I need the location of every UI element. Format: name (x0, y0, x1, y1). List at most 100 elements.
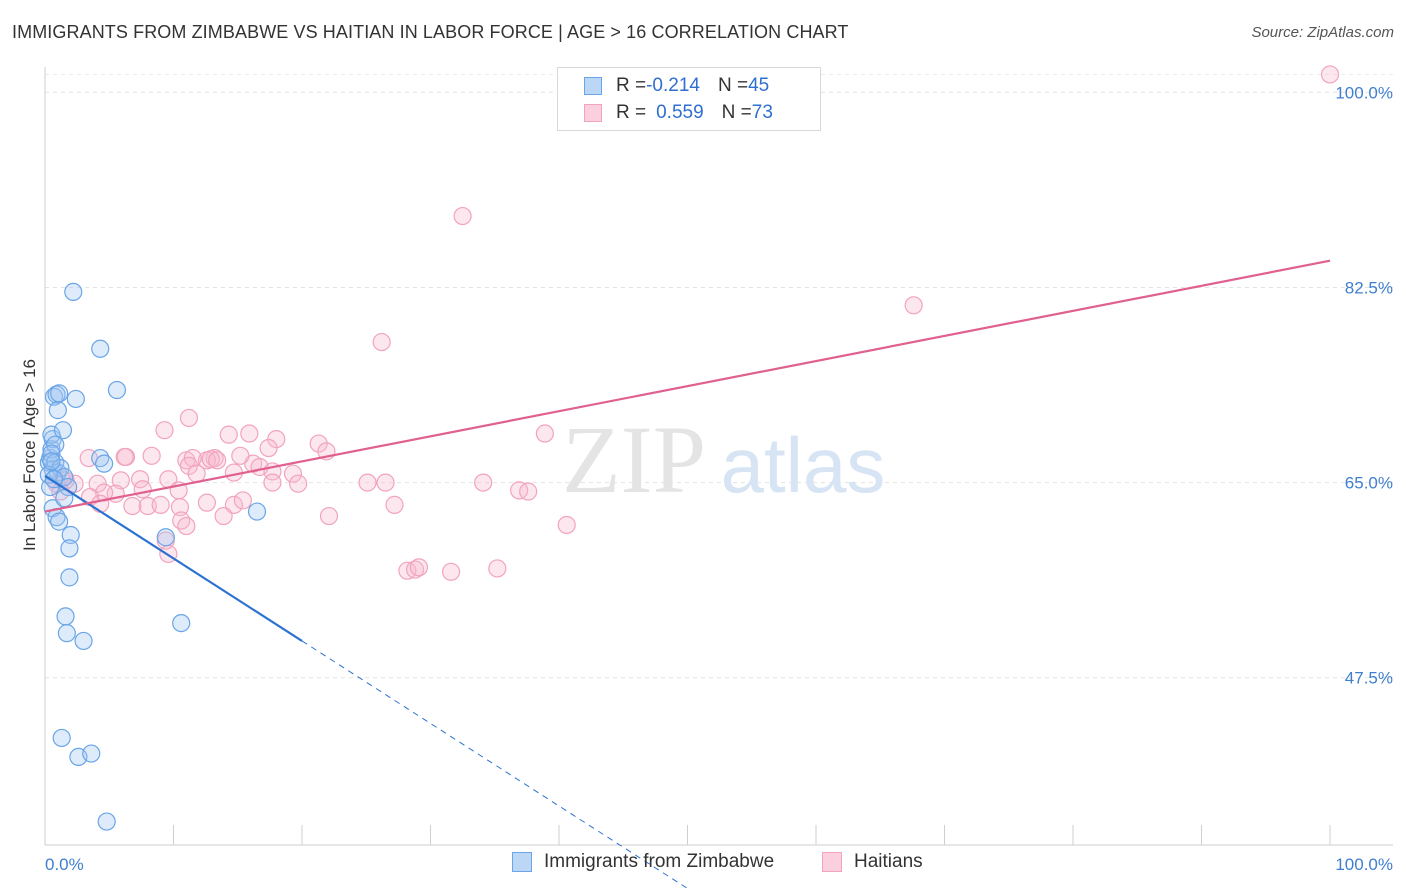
zimbabwe-point (42, 444, 61, 463)
haitian-point (904, 296, 923, 315)
legend-n-label: N = (717, 75, 749, 96)
zimbabwe-point (53, 421, 73, 440)
zimbabwe-point (97, 812, 116, 831)
zimbabwe-points (39, 282, 267, 831)
y-tick-label: 82.5% (1345, 278, 1393, 297)
y-tick-label: 100.0% (1335, 83, 1393, 102)
haitian-point (474, 473, 493, 492)
legend-r-label: R = (616, 75, 647, 96)
haitian-point (123, 496, 142, 516)
haitian-point (91, 494, 110, 513)
zimbabwe-point (95, 454, 114, 473)
haitian-point (115, 447, 134, 467)
zimbabwe-point (42, 452, 61, 471)
haitian-point (409, 558, 429, 577)
haitian-point (441, 562, 461, 581)
zimbabwe-point (66, 389, 85, 409)
haitian-point (219, 425, 238, 444)
haitian-point (557, 515, 576, 535)
bottom-legend-swatch-pink (822, 852, 842, 872)
x-tick-label-min: 0.0% (45, 855, 84, 874)
zimbabwe-point (64, 282, 83, 302)
haitian-point (240, 424, 259, 443)
zimbabwe-point (74, 631, 93, 651)
haitian-point (179, 456, 199, 475)
zimbabwe-point (156, 528, 175, 547)
zimbabwe-point (56, 607, 75, 626)
haitian-point (376, 473, 395, 492)
legend-row-zimbabwe: R = -0.214 N = 45 (584, 73, 769, 99)
legend-n-value: 73 (751, 102, 773, 123)
haitian-point (283, 464, 303, 483)
y-tick-label: 47.5% (1345, 669, 1393, 688)
haitian-point (535, 424, 554, 443)
legend-n-label: N = (721, 102, 752, 123)
haitian-point (259, 438, 278, 458)
haitian-point (231, 446, 250, 465)
haitian-point (224, 495, 243, 514)
zimbabwe-point (50, 384, 69, 403)
legend-r-value: 0.559 (656, 102, 704, 123)
y-axis-label: In Labor Force | Age > 16 (20, 359, 39, 551)
zimbabwe-point (91, 339, 110, 358)
watermark-atlas: atlas (721, 421, 886, 509)
trend-lines (44, 259, 1331, 889)
zimbabwe-point (50, 512, 69, 531)
zimbabwe-point (57, 624, 76, 643)
legend-r-label: R = (616, 102, 647, 123)
haitian-point (111, 471, 130, 490)
haitian-point (289, 474, 308, 493)
legend-swatch-blue (584, 77, 602, 95)
zipatlas-watermark: ZIP atlas (562, 406, 885, 513)
chart-title: IMMIGRANTS FROM ZIMBABWE VS HAITIAN IN L… (12, 22, 849, 42)
y-tick-label: 65.0% (1345, 474, 1393, 493)
haitian-point (309, 434, 328, 453)
bottom-legend-label-zimbabwe: Immigrants from Zimbabwe (544, 851, 775, 872)
haitian-point (201, 450, 220, 469)
zimbabwe-point (60, 539, 79, 558)
haitian-point (358, 473, 377, 492)
haitian-point (172, 511, 191, 530)
haitian-point (519, 482, 538, 501)
x-tick-labels: 0.0% 100.0% (45, 855, 1393, 874)
zimbabwe-point (172, 613, 191, 633)
haitian-point (1320, 65, 1340, 84)
haitian-point (142, 446, 161, 465)
haitian-point (155, 421, 174, 440)
x-tick-label-max: 100.0% (1335, 855, 1393, 874)
legend-r-value: -0.214 (646, 75, 700, 96)
zimbabwe-point (107, 380, 127, 400)
haitian-point (453, 206, 472, 226)
zimbabwe-point (44, 387, 64, 406)
haitian-point (197, 493, 217, 512)
haitian-point (170, 498, 190, 517)
haitian-point (133, 480, 152, 499)
haitian-point (385, 495, 404, 514)
bottom-legend-swatch-blue (512, 852, 532, 872)
haitian-point (398, 561, 417, 580)
zimbabwe-point (247, 502, 267, 521)
haitian-point (208, 451, 227, 470)
zimbabwe-point (52, 728, 71, 748)
y-tick-labels: 100.0% 82.5% 65.0% 47.5% (1335, 83, 1393, 687)
haitian-point (233, 491, 252, 510)
bottom-legend-label-haitians: Haitians (854, 851, 923, 872)
haitian-point (372, 332, 391, 352)
legend-row-haitians: R = 0.559 N = 73 (584, 100, 773, 126)
zimbabwe-point (60, 568, 79, 587)
haitian-point (177, 516, 196, 536)
haitian-point (151, 495, 170, 514)
legend-swatch-pink (584, 104, 602, 122)
haitian-point (179, 408, 199, 428)
zimbabwe-point (59, 477, 78, 497)
haitian-point (138, 496, 157, 516)
zimbabwe-point (51, 458, 70, 478)
zimbabwe-point (61, 525, 80, 545)
legend-n-value: 45 (748, 75, 770, 96)
haitian-point (88, 474, 107, 493)
bottom-legend-zimbabwe: Immigrants from Zimbabwe (512, 851, 774, 873)
haitian-point (187, 464, 206, 483)
haitians-trend-line (44, 259, 1331, 513)
watermark-zip: ZIP (562, 406, 706, 513)
